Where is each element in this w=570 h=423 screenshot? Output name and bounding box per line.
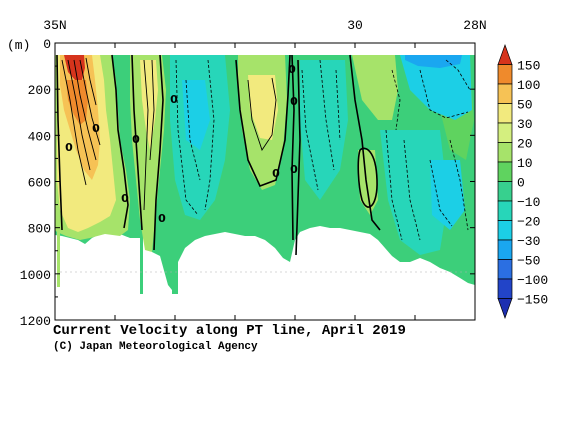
field-positive-west-max (64, 55, 85, 80)
contour-label: 0 (272, 167, 280, 180)
contour-label: 0 (170, 93, 178, 106)
positive-contours-west (61, 57, 101, 186)
contour-labels: 0 0 0 0 0 0 0 0 0 0 (65, 63, 298, 225)
zero-contour-west (56, 54, 129, 231)
colorbar-swatch (497, 259, 513, 280)
field-spike-2 (140, 238, 143, 294)
colorbar-label: 30 (517, 117, 533, 132)
field-negative-core-5 (430, 160, 465, 230)
colorbar-label: 10 (517, 156, 533, 171)
contour-label: 0 (288, 63, 296, 76)
field-negative-core-6 (182, 80, 210, 150)
contour-label: 0 (290, 95, 298, 108)
colorbar-swatch (497, 43, 513, 65)
field-positive-east (352, 55, 398, 120)
colorbar-label: −30 (517, 234, 540, 249)
contour-label: 0 (290, 163, 298, 176)
colorbar-swatch (497, 200, 513, 221)
colorbar-swatch (497, 103, 513, 124)
positive-contours-central (143, 59, 155, 211)
field-positive-east-3 (358, 150, 378, 215)
field-positive-central-core (140, 60, 158, 150)
y-tick-label: 400 (28, 129, 51, 144)
positive-contours-mid (247, 77, 277, 152)
y-tick-label: 0 (43, 37, 51, 52)
colorbar-label: 150 (517, 59, 540, 74)
colorbar-label: 50 (517, 98, 533, 113)
zero-contour-east-2 (349, 54, 381, 231)
colorbar-label: −10 (517, 195, 540, 210)
field-negative-core-2 (300, 60, 348, 200)
field-positive-west-strong (66, 80, 88, 125)
x-axis: 35N 30 28N (43, 18, 487, 320)
y-tick-label: 600 (28, 176, 51, 191)
x-tick-label: 30 (347, 18, 363, 33)
colorbar-swatch (497, 298, 513, 320)
contour-label: 0 (92, 122, 100, 135)
colorbar-swatch (497, 239, 513, 260)
colorbar-swatch (497, 64, 513, 85)
field-negative-core-4 (400, 55, 472, 120)
y-axis: 0 200 400 600 800 1000 1200 (20, 37, 475, 329)
field-spike-1 (57, 232, 60, 287)
colorbar-swatch (497, 278, 513, 299)
colorbar-label: −100 (517, 273, 548, 288)
zero-contour-central (131, 54, 164, 251)
colorbar-label: −150 (517, 293, 548, 308)
colorbar-label: 100 (517, 78, 540, 93)
contour-label: 0 (132, 133, 140, 146)
contour-label: 0 (158, 212, 166, 225)
y-tick-label: 200 (28, 83, 51, 98)
y-axis-label: (m) (7, 38, 30, 53)
zero-contour-east-3 (357, 147, 378, 208)
colorbar-swatch (497, 161, 513, 182)
colorbar-swatch (497, 181, 513, 202)
contour-label: 0 (121, 192, 129, 205)
zero-contour-east-1 (291, 54, 301, 256)
colorbar-label: −20 (517, 215, 540, 230)
x-tick-label: 35N (43, 18, 66, 33)
colorbar-label: 0 (517, 176, 525, 191)
colorbar-swatch (497, 83, 513, 104)
colorbar-swatch (497, 220, 513, 241)
velocity-field (55, 55, 475, 294)
field-spike-3 (172, 262, 178, 294)
colorbar-label: 20 (517, 137, 533, 152)
field-surface-strip (405, 55, 462, 68)
credit-text: (C) Japan Meteorological Agency (53, 341, 258, 353)
y-tick-label: 800 (28, 222, 51, 237)
colorbar-label: −50 (517, 254, 540, 269)
y-tick-label: 1200 (20, 314, 51, 329)
x-tick-label: 28N (463, 18, 486, 33)
colorbar-swatch (497, 122, 513, 143)
negative-contours (175, 59, 471, 241)
contour-label: 0 (65, 141, 73, 154)
contour-lines (56, 54, 471, 256)
y-tick-label: 1000 (20, 268, 51, 283)
chart-title: Current Velocity along PT line, April 20… (53, 323, 406, 339)
field-positive-mid-core (248, 75, 278, 140)
colorbar-swatch (497, 142, 513, 163)
field-positive-central (130, 55, 166, 252)
zero-contour-mid (235, 54, 291, 188)
